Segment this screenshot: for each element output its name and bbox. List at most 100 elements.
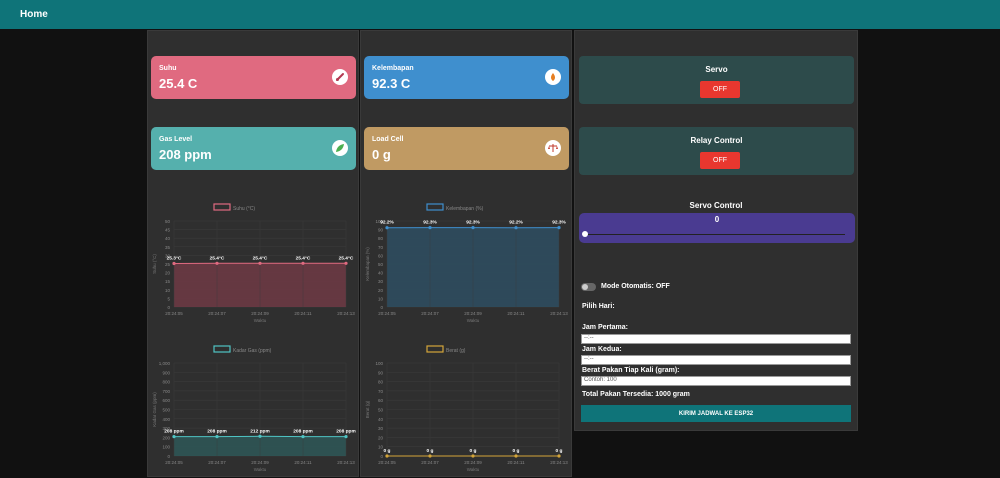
x-tick-label: 20:24:07 <box>208 311 226 316</box>
y-tick-label: 30 <box>378 279 384 284</box>
servo-slider-track[interactable] <box>585 234 845 235</box>
nav-home-link[interactable]: Home <box>20 9 48 20</box>
x-tick-label: 20:24:05 <box>378 460 396 465</box>
y-tick-label: 600 <box>162 398 170 403</box>
servo-slider-box: 0 <box>579 213 855 243</box>
data-point <box>428 454 431 457</box>
y-tick-label: 1,000 <box>159 361 171 366</box>
relay-panel: Relay Control OFF <box>579 127 854 175</box>
y-tick-label: 70 <box>378 245 384 250</box>
data-point <box>514 226 517 229</box>
servo-slider-handle[interactable] <box>582 231 588 237</box>
y-tick-label: 40 <box>165 236 171 241</box>
y-tick-label: 0 <box>380 305 383 310</box>
y-tick-label: 90 <box>378 370 384 375</box>
card-suhu-label: Suhu <box>159 65 177 72</box>
x-tick-label: 20:24:09 <box>251 460 269 465</box>
kirim-jadwal-button[interactable]: KIRIM JADWAL KE ESP32 <box>581 405 851 422</box>
data-label: 208 ppm <box>293 429 312 435</box>
data-point <box>557 226 560 229</box>
data-label: 92.2% <box>509 220 523 226</box>
y-tick-label: 10 <box>378 296 384 301</box>
x-tick-label: 20:24:05 <box>165 460 183 465</box>
card-loadcell-label: Load Cell <box>372 136 404 143</box>
y-tick-label: 80 <box>378 236 384 241</box>
y-tick-label: 10 <box>165 288 171 293</box>
drop-fire-icon <box>545 69 561 85</box>
data-label: 25.4°C <box>253 255 268 261</box>
y-tick-label: 0 <box>380 454 383 459</box>
data-label: 0 g <box>556 448 563 454</box>
total-pakan-label: Total Pakan Tersedia: 1000 gram <box>582 391 690 398</box>
scale-icon <box>545 140 561 156</box>
data-point <box>471 226 474 229</box>
data-point <box>385 226 388 229</box>
data-label: 208 ppm <box>336 429 355 435</box>
y-tick-label: 45 <box>165 228 171 233</box>
y-tick-label: 20 <box>378 435 384 440</box>
data-point <box>471 454 474 457</box>
x-axis-label: Waktu <box>467 467 480 472</box>
jam-kedua-input[interactable]: --:-- <box>581 355 851 365</box>
y-axis-label: Kelembapan (%) <box>365 247 370 281</box>
y-tick-label: 5 <box>167 296 170 301</box>
data-label: 0 g <box>513 448 520 454</box>
servo-title: Servo <box>579 65 854 74</box>
x-tick-label: 20:24:13 <box>550 311 568 316</box>
data-label: 212 ppm <box>250 428 269 434</box>
x-tick-label: 20:24:05 <box>165 311 183 316</box>
y-tick-label: 15 <box>165 279 171 284</box>
x-tick-label: 20:24:11 <box>294 460 312 465</box>
servo-toggle-button[interactable]: OFF <box>700 81 740 98</box>
x-tick-label: 20:24:13 <box>337 311 355 316</box>
x-tick-label: 20:24:07 <box>421 460 439 465</box>
legend-swatch <box>427 204 443 210</box>
y-axis-label: Kadar Gas (ppm) <box>152 392 157 427</box>
y-tick-label: 60 <box>378 398 384 403</box>
card-kelembapan-value: 92.3 C <box>372 76 410 91</box>
toggle-knob <box>582 284 588 290</box>
relay-toggle-button[interactable]: OFF <box>700 152 740 169</box>
data-point <box>514 454 517 457</box>
data-label: 0 g <box>427 448 434 454</box>
x-axis-label: Waktu <box>254 318 267 323</box>
data-point <box>344 435 347 438</box>
data-point <box>428 226 431 229</box>
thermometer-icon <box>332 69 348 85</box>
legend-swatch <box>427 346 443 352</box>
y-tick-label: 500 <box>162 408 170 413</box>
card-kelembapan-label: Kelembapan <box>372 65 414 72</box>
x-tick-label: 20:24:11 <box>507 460 525 465</box>
y-tick-label: 90 <box>378 228 384 233</box>
x-tick-label: 20:24:09 <box>251 311 269 316</box>
y-tick-label: 20 <box>165 271 171 276</box>
y-tick-label: 200 <box>162 435 170 440</box>
y-tick-label: 100 <box>375 361 383 366</box>
y-tick-label: 70 <box>378 389 384 394</box>
data-label: 0 g <box>470 448 477 454</box>
y-tick-label: 20 <box>378 288 384 293</box>
data-label: 25.3°C <box>167 255 182 261</box>
jam-pertama-label: Jam Pertama: <box>582 324 628 331</box>
x-axis-label: Waktu <box>467 318 480 323</box>
pilih-hari-label: Pilih Hari: <box>582 303 615 310</box>
data-point <box>385 454 388 457</box>
card-suhu-value: 25.4 C <box>159 76 197 91</box>
y-tick-label: 30 <box>378 426 384 431</box>
legend-label: Kelembapan (%) <box>446 206 484 212</box>
data-label: 92.3% <box>552 220 566 226</box>
y-tick-label: 900 <box>162 370 170 375</box>
x-tick-label: 20:24:11 <box>507 311 525 316</box>
y-tick-label: 700 <box>162 389 170 394</box>
berat-pakan-input[interactable]: Contoh: 100 <box>581 376 851 386</box>
data-label: 92.2% <box>380 220 394 226</box>
legend-swatch <box>214 346 230 352</box>
mode-otomatis-toggle[interactable] <box>581 283 596 291</box>
jam-pertama-input[interactable]: --:-- <box>581 334 851 344</box>
data-label: 25.4°C <box>210 255 225 261</box>
y-tick-label: 40 <box>378 417 384 422</box>
data-point <box>172 262 175 265</box>
legend-swatch <box>214 204 230 210</box>
